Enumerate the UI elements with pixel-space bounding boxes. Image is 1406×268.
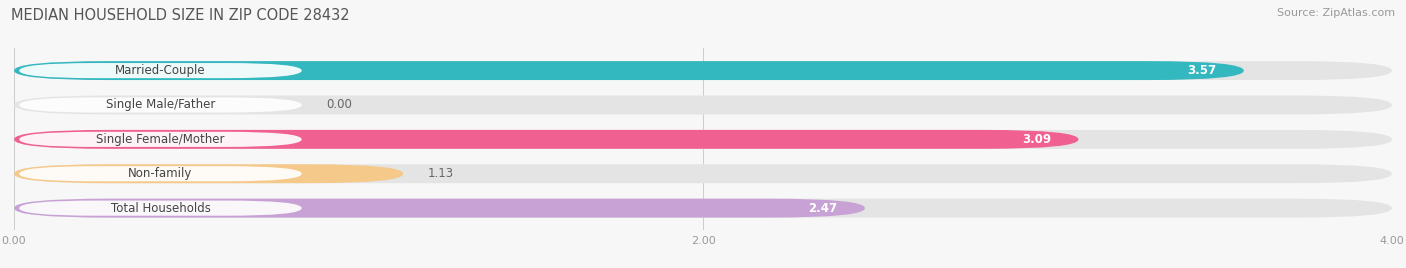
Text: 1.13: 1.13: [427, 167, 454, 180]
Text: 3.57: 3.57: [1187, 64, 1216, 77]
Text: Source: ZipAtlas.com: Source: ZipAtlas.com: [1277, 8, 1395, 18]
Text: Married-Couple: Married-Couple: [115, 64, 205, 77]
Text: Single Male/Father: Single Male/Father: [105, 98, 215, 111]
Text: Single Female/Mother: Single Female/Mother: [96, 133, 225, 146]
FancyBboxPatch shape: [20, 132, 302, 147]
FancyBboxPatch shape: [14, 199, 865, 218]
Text: Non-family: Non-family: [128, 167, 193, 180]
Text: MEDIAN HOUSEHOLD SIZE IN ZIP CODE 28432: MEDIAN HOUSEHOLD SIZE IN ZIP CODE 28432: [11, 8, 350, 23]
FancyBboxPatch shape: [14, 164, 404, 183]
FancyBboxPatch shape: [20, 166, 302, 181]
Text: 0.00: 0.00: [326, 98, 352, 111]
Text: 3.09: 3.09: [1022, 133, 1050, 146]
FancyBboxPatch shape: [20, 200, 302, 216]
FancyBboxPatch shape: [14, 130, 1078, 149]
FancyBboxPatch shape: [14, 61, 1244, 80]
FancyBboxPatch shape: [14, 61, 1392, 80]
FancyBboxPatch shape: [14, 95, 1392, 114]
FancyBboxPatch shape: [20, 63, 302, 78]
Text: 2.47: 2.47: [808, 202, 838, 215]
Text: Total Households: Total Households: [111, 202, 211, 215]
FancyBboxPatch shape: [20, 97, 302, 113]
FancyBboxPatch shape: [14, 164, 1392, 183]
FancyBboxPatch shape: [14, 199, 1392, 218]
FancyBboxPatch shape: [14, 130, 1392, 149]
